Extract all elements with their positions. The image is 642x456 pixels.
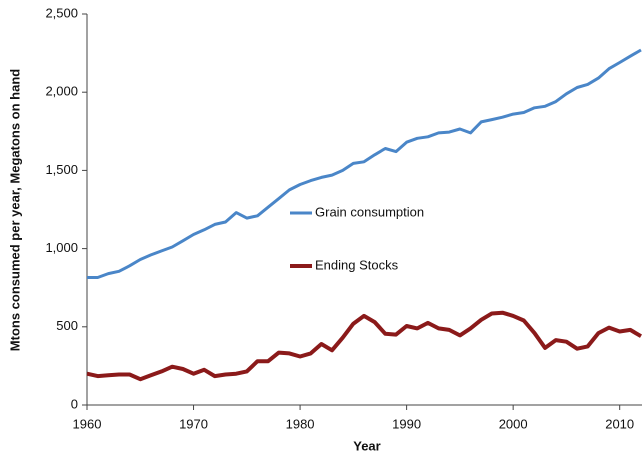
y-tick-label: 2,000 bbox=[45, 84, 78, 99]
y-tick-label: 2,500 bbox=[45, 5, 78, 20]
y-tick-label: 1,000 bbox=[45, 240, 78, 255]
y-tick-label: 0 bbox=[71, 396, 78, 411]
series-line bbox=[87, 48, 642, 279]
x-tick-label: 1980 bbox=[286, 416, 315, 431]
series-line bbox=[86, 310, 642, 382]
x-tick-label: 1990 bbox=[392, 416, 421, 431]
x-axis-label: Year bbox=[353, 438, 380, 453]
x-tick-label: 2010 bbox=[605, 416, 634, 431]
x-tick-label: 2000 bbox=[499, 416, 528, 431]
x-tick-label: 1970 bbox=[179, 416, 208, 431]
legend-label: Ending Stocks bbox=[315, 257, 399, 272]
x-tick-label: 1960 bbox=[73, 416, 102, 431]
y-axis-label: Mtons consumed per year, Megatons on han… bbox=[7, 69, 22, 351]
y-tick-label: 1,500 bbox=[45, 162, 78, 177]
y-tick-label: 500 bbox=[56, 318, 78, 333]
legend-label: Grain consumption bbox=[315, 204, 424, 219]
